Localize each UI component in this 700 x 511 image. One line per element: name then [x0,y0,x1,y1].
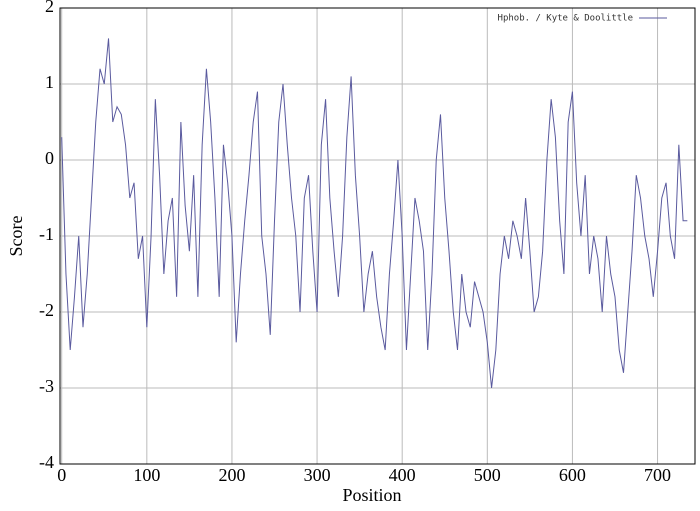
y-tick-label: 0 [45,148,54,168]
x-tick-label: 0 [57,465,66,485]
y-tick-label: -3 [39,376,54,396]
plot-frame [59,7,696,465]
y-tick-label: -1 [39,224,54,244]
y-axis-label: Score [6,215,26,256]
data-line [61,38,688,389]
x-tick-label: 100 [133,465,160,485]
x-tick-label: 400 [389,465,416,485]
y-tick-label: 1 [45,72,54,92]
x-tick-label: 700 [644,465,671,485]
x-axis-label: Position [342,485,401,505]
x-tick-label: 200 [218,465,245,485]
y-tick-label: -2 [39,300,54,320]
x-tick-label: 300 [304,465,331,485]
y-tick-label: -4 [39,452,54,472]
y-tick-label: 2 [45,0,54,16]
legend-label: Hphob. / Kyte & Doolittle [498,14,633,24]
x-tick-label: 600 [559,465,586,485]
x-tick-label: 500 [474,465,501,485]
